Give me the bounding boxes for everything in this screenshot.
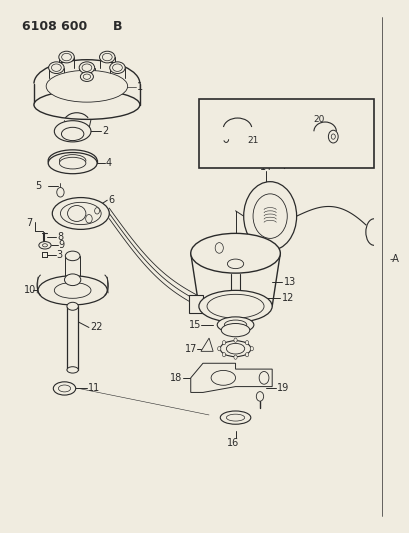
Ellipse shape xyxy=(79,62,94,74)
Ellipse shape xyxy=(220,341,250,357)
Ellipse shape xyxy=(34,90,139,119)
Ellipse shape xyxy=(220,411,250,424)
Ellipse shape xyxy=(54,120,91,142)
Ellipse shape xyxy=(67,302,78,310)
Ellipse shape xyxy=(190,233,280,273)
Ellipse shape xyxy=(226,343,244,354)
Circle shape xyxy=(243,182,296,251)
Ellipse shape xyxy=(59,157,85,169)
Circle shape xyxy=(222,341,225,345)
Ellipse shape xyxy=(226,414,244,421)
Ellipse shape xyxy=(39,241,51,249)
Ellipse shape xyxy=(99,51,115,63)
Text: 10: 10 xyxy=(24,285,36,295)
Ellipse shape xyxy=(112,64,122,71)
Ellipse shape xyxy=(43,244,47,247)
Ellipse shape xyxy=(217,317,253,333)
Circle shape xyxy=(215,243,223,253)
Circle shape xyxy=(249,346,253,351)
Ellipse shape xyxy=(83,74,90,79)
Ellipse shape xyxy=(198,290,272,322)
Text: 15: 15 xyxy=(188,320,200,330)
Ellipse shape xyxy=(67,206,85,221)
Circle shape xyxy=(258,372,268,384)
Text: B: B xyxy=(113,20,123,33)
Circle shape xyxy=(94,208,99,214)
Circle shape xyxy=(217,346,220,351)
Bar xyxy=(188,295,202,313)
Text: 19: 19 xyxy=(276,383,289,393)
Text: 6: 6 xyxy=(108,195,114,205)
Ellipse shape xyxy=(59,155,85,166)
Text: 12: 12 xyxy=(281,293,293,303)
Circle shape xyxy=(328,130,337,143)
Polygon shape xyxy=(200,338,213,351)
Circle shape xyxy=(245,352,248,357)
Ellipse shape xyxy=(227,259,243,269)
Text: 21: 21 xyxy=(247,136,258,146)
Text: 9: 9 xyxy=(58,240,64,251)
Text: 18: 18 xyxy=(170,373,182,383)
Circle shape xyxy=(234,355,236,359)
Text: 14: 14 xyxy=(259,163,272,172)
Text: 11: 11 xyxy=(88,383,100,393)
Ellipse shape xyxy=(102,53,112,61)
Ellipse shape xyxy=(61,53,71,61)
Text: 13: 13 xyxy=(283,277,295,287)
Circle shape xyxy=(252,194,287,238)
Text: 3: 3 xyxy=(56,250,62,260)
Text: -A: -A xyxy=(389,254,398,263)
Ellipse shape xyxy=(65,251,80,261)
Circle shape xyxy=(234,338,236,342)
Text: 6108 600: 6108 600 xyxy=(22,20,87,33)
Ellipse shape xyxy=(52,198,109,229)
Text: 17: 17 xyxy=(184,344,197,354)
Circle shape xyxy=(56,188,64,197)
Ellipse shape xyxy=(58,51,74,63)
Circle shape xyxy=(330,134,335,139)
Ellipse shape xyxy=(54,282,91,298)
Ellipse shape xyxy=(207,294,263,318)
Circle shape xyxy=(245,341,248,345)
Ellipse shape xyxy=(52,64,61,71)
Ellipse shape xyxy=(46,70,127,102)
Text: 2: 2 xyxy=(102,126,108,136)
Ellipse shape xyxy=(224,320,246,329)
Text: 4: 4 xyxy=(106,158,112,168)
Ellipse shape xyxy=(82,64,92,71)
Circle shape xyxy=(256,392,263,401)
Ellipse shape xyxy=(48,150,97,171)
Ellipse shape xyxy=(61,127,84,141)
Text: 8: 8 xyxy=(57,232,63,243)
Text: 5: 5 xyxy=(35,181,41,191)
Circle shape xyxy=(85,215,92,223)
Ellipse shape xyxy=(80,72,93,82)
Ellipse shape xyxy=(48,152,97,174)
Text: 20: 20 xyxy=(313,115,324,124)
Ellipse shape xyxy=(67,367,78,373)
Ellipse shape xyxy=(221,324,249,337)
Text: 7: 7 xyxy=(27,218,33,228)
Polygon shape xyxy=(190,364,272,392)
Ellipse shape xyxy=(60,203,101,224)
Ellipse shape xyxy=(211,370,235,385)
Ellipse shape xyxy=(110,62,125,74)
Text: 1: 1 xyxy=(136,82,142,92)
Bar xyxy=(198,100,373,168)
Text: 22: 22 xyxy=(90,322,102,333)
Ellipse shape xyxy=(49,62,64,74)
Ellipse shape xyxy=(58,385,70,392)
Ellipse shape xyxy=(64,274,81,286)
Ellipse shape xyxy=(53,382,76,395)
Circle shape xyxy=(222,352,225,357)
Text: 16: 16 xyxy=(227,438,239,448)
Ellipse shape xyxy=(38,276,107,305)
